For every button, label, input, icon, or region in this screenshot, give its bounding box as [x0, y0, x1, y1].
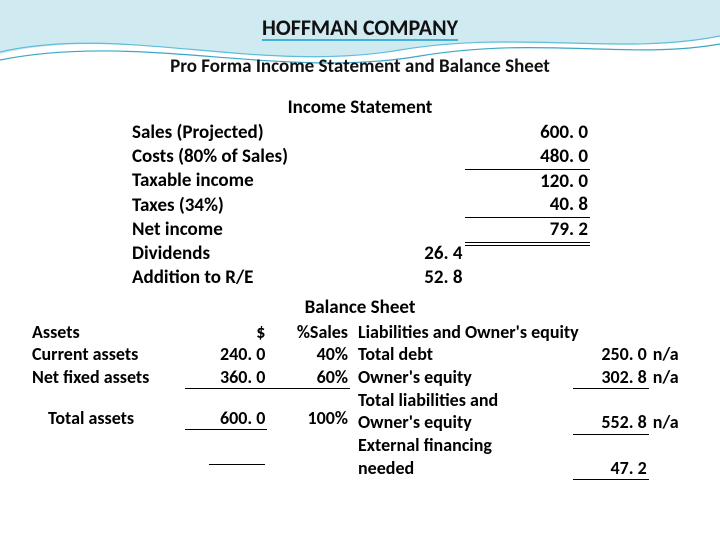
asset-row-amount: 360. 0 — [185, 366, 268, 389]
table-row: Addition to R/E52. 8 — [130, 266, 590, 290]
table-row: Sales (Projected) 600. 0 — [130, 121, 590, 145]
is-row-col1 — [370, 193, 464, 217]
is-row-col1 — [370, 121, 464, 145]
is-row-label: Taxable income — [130, 169, 370, 193]
total-liab-amount: 552. 8 — [573, 411, 649, 434]
income-statement-title: Income Statement — [30, 96, 690, 119]
is-row-col2 — [465, 266, 590, 290]
table-row: Costs (80% of Sales) 480. 0 — [130, 145, 590, 169]
table-row: Current assets240. 040% — [30, 343, 350, 366]
liab-row-na: n/a — [649, 343, 690, 366]
asset-row-pct: 40% — [267, 343, 350, 366]
is-row-col1: 52. 8 — [370, 266, 464, 290]
dollar-header: $ — [185, 321, 268, 344]
liab-row-label: Total debt — [356, 343, 573, 366]
is-row-label: Costs (80% of Sales) — [130, 145, 370, 169]
pct-sales-header: %Sales — [267, 321, 350, 344]
is-row-label: Net income — [130, 218, 370, 243]
efn-label-2: needed — [356, 457, 573, 480]
table-row: Total liabilities and — [356, 389, 690, 412]
is-row-col2 — [465, 242, 590, 266]
table-row: Total debt250. 0n/a — [356, 343, 690, 366]
total-assets-label: Total assets — [30, 407, 185, 430]
efn-label-1: External financing — [356, 434, 573, 457]
is-row-col2: 120. 0 — [465, 169, 590, 193]
efn-amount: 47. 2 — [573, 457, 649, 480]
table-row — [30, 389, 350, 407]
liab-row-na: n/a — [649, 366, 690, 389]
liab-row-amount: 302. 8 — [573, 366, 649, 389]
balance-sheet-title: Balance Sheet — [30, 296, 690, 319]
asset-row-pct: 60% — [267, 366, 350, 389]
total-liab-label-1: Total liabilities and — [356, 389, 573, 412]
table-row: Dividends26. 4 — [130, 242, 590, 266]
table-row — [30, 448, 350, 471]
liab-row-label: Owner's equity — [356, 366, 573, 389]
is-row-col1: 26. 4 — [370, 242, 464, 266]
table-row: needed 47. 2 — [356, 457, 690, 480]
total-assets-amount: 600. 0 — [185, 407, 268, 430]
is-row-col1 — [370, 145, 464, 169]
table-row: Taxes (34%) 40. 8 — [130, 193, 590, 217]
table-row: Net fixed assets360. 060% — [30, 366, 350, 389]
total-liab-label-2: Owner's equity — [356, 411, 573, 434]
is-row-label: Sales (Projected) — [130, 121, 370, 145]
blank-underline — [209, 464, 265, 465]
table-row — [30, 430, 350, 448]
balance-sheet-liab-table: Liabilities and Owner's equity Total deb… — [356, 321, 690, 481]
total-liab-na: n/a — [649, 411, 690, 434]
asset-row-label: Current assets — [30, 343, 185, 366]
table-row: External financing — [356, 434, 690, 457]
table-row: Taxable income 120. 0 — [130, 169, 590, 193]
page-subtitle: Pro Forma Income Statement and Balance S… — [30, 55, 690, 78]
is-row-label: Taxes (34%) — [130, 193, 370, 217]
liab-header: Liabilities and Owner's equity — [356, 321, 690, 344]
is-row-label: Dividends — [130, 242, 370, 266]
table-row: Liabilities and Owner's equity — [356, 321, 690, 344]
is-row-col2: 40. 8 — [465, 193, 590, 217]
liab-row-amount: 250. 0 — [573, 343, 649, 366]
company-title: HOFFMAN COMPANY — [30, 14, 690, 41]
income-statement-table: Sales (Projected)600. 0Costs (80% of Sal… — [130, 121, 590, 290]
asset-row-amount: 240. 0 — [185, 343, 268, 366]
is-row-col2: 480. 0 — [465, 145, 590, 169]
table-row: Owner's equity302. 8n/a — [356, 366, 690, 389]
balance-sheet-assets-table: Assets $ %Sales Current assets240. 040%N… — [30, 321, 350, 471]
total-assets-pct: 100% — [267, 407, 350, 430]
is-row-col1 — [370, 169, 464, 193]
table-row: Owner's equity 552. 8 n/a — [356, 411, 690, 434]
table-row: Total assets 600. 0 100% — [30, 407, 350, 430]
table-row: Assets $ %Sales — [30, 321, 350, 344]
table-row: Net income 79. 2 — [130, 218, 590, 243]
assets-header: Assets — [30, 321, 185, 344]
is-row-col2: 600. 0 — [465, 121, 590, 145]
is-row-col1 — [370, 218, 464, 243]
is-row-label: Addition to R/E — [130, 266, 370, 290]
asset-row-label: Net fixed assets — [30, 366, 185, 389]
is-row-col2: 79. 2 — [465, 218, 590, 243]
